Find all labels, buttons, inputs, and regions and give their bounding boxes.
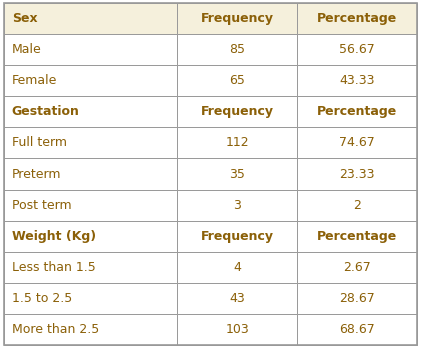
Bar xyxy=(178,221,297,252)
Bar xyxy=(297,34,417,65)
Text: Frequency: Frequency xyxy=(201,230,274,243)
Text: Percentage: Percentage xyxy=(317,230,397,243)
Text: Male: Male xyxy=(12,44,42,56)
Bar xyxy=(178,127,297,158)
Bar xyxy=(178,34,297,65)
Bar xyxy=(178,190,297,221)
Bar xyxy=(4,96,178,127)
Bar xyxy=(297,221,417,252)
Bar xyxy=(178,65,297,96)
Text: Percentage: Percentage xyxy=(317,13,397,25)
Text: 74.67: 74.67 xyxy=(339,136,375,150)
Text: Percentage: Percentage xyxy=(317,105,397,118)
Bar xyxy=(297,96,417,127)
Text: Full term: Full term xyxy=(12,136,67,150)
Bar xyxy=(4,314,178,345)
Text: Weight (Kg): Weight (Kg) xyxy=(12,230,96,243)
Bar xyxy=(4,158,178,190)
Text: 56.67: 56.67 xyxy=(339,44,375,56)
Text: 85: 85 xyxy=(229,44,245,56)
Text: 68.67: 68.67 xyxy=(339,323,375,335)
Bar xyxy=(297,65,417,96)
Bar xyxy=(178,283,297,314)
Text: Frequency: Frequency xyxy=(201,13,274,25)
Text: 103: 103 xyxy=(225,323,249,335)
Text: Preterm: Preterm xyxy=(12,167,61,181)
Text: Less than 1.5: Less than 1.5 xyxy=(12,261,96,274)
Bar xyxy=(4,65,178,96)
Bar xyxy=(178,3,297,34)
Text: 28.67: 28.67 xyxy=(339,292,375,304)
Text: Post term: Post term xyxy=(12,198,72,212)
Bar xyxy=(178,252,297,283)
Bar xyxy=(297,3,417,34)
Text: 35: 35 xyxy=(229,167,245,181)
Bar xyxy=(4,3,178,34)
Text: 2: 2 xyxy=(353,198,361,212)
Text: 2.67: 2.67 xyxy=(343,261,371,274)
Text: Gestation: Gestation xyxy=(12,105,80,118)
Bar xyxy=(297,283,417,314)
Bar xyxy=(178,158,297,190)
Text: 43.33: 43.33 xyxy=(339,74,375,87)
Text: 23.33: 23.33 xyxy=(339,167,375,181)
Bar xyxy=(4,252,178,283)
Text: Sex: Sex xyxy=(12,13,37,25)
Text: More than 2.5: More than 2.5 xyxy=(12,323,99,335)
Bar xyxy=(297,190,417,221)
Bar xyxy=(297,314,417,345)
Bar xyxy=(4,221,178,252)
Bar xyxy=(4,34,178,65)
Bar xyxy=(297,127,417,158)
Bar xyxy=(297,158,417,190)
Bar xyxy=(178,314,297,345)
Bar xyxy=(4,127,178,158)
Text: Female: Female xyxy=(12,74,57,87)
Bar xyxy=(297,252,417,283)
Text: 4: 4 xyxy=(233,261,241,274)
Text: 65: 65 xyxy=(229,74,245,87)
Bar xyxy=(4,190,178,221)
Bar xyxy=(4,283,178,314)
Text: 43: 43 xyxy=(229,292,245,304)
Text: 3: 3 xyxy=(233,198,241,212)
Text: Frequency: Frequency xyxy=(201,105,274,118)
Bar xyxy=(178,96,297,127)
Text: 112: 112 xyxy=(226,136,249,150)
Text: 1.5 to 2.5: 1.5 to 2.5 xyxy=(12,292,72,304)
